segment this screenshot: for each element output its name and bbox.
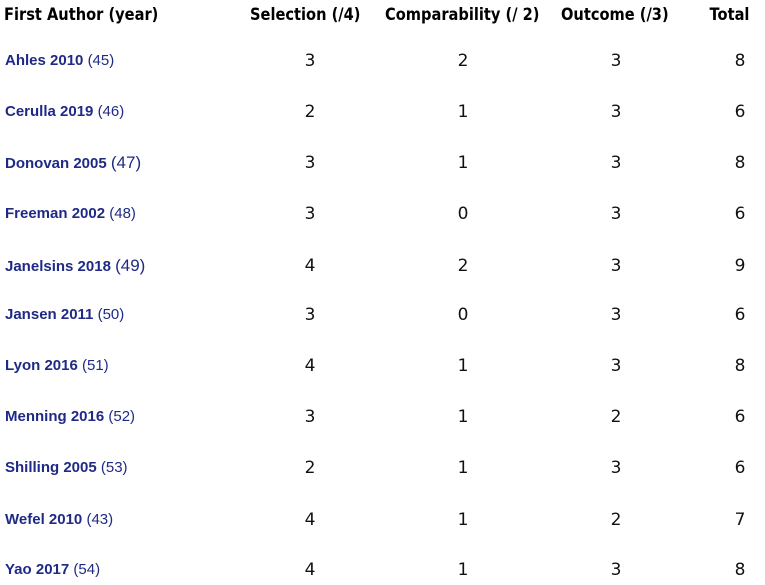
comparability-score: 1 bbox=[457, 102, 469, 122]
total-score: 6 bbox=[734, 305, 746, 325]
author-name: Freeman 2002 bbox=[5, 205, 106, 222]
outcome-score: 2 bbox=[610, 510, 622, 530]
reference-number: (47) bbox=[110, 153, 142, 172]
author-cell: Shilling 2005 (53) bbox=[5, 453, 128, 483]
author-cell: Freeman 2002 (48) bbox=[5, 199, 136, 229]
reference-number: (54) bbox=[73, 561, 101, 578]
outcome-score: 3 bbox=[610, 458, 622, 478]
author-cell: Menning 2016 (52) bbox=[5, 402, 135, 432]
author-name: Wefel 2010 bbox=[5, 511, 83, 528]
comparability-score: 1 bbox=[457, 356, 469, 376]
comparability-score: 1 bbox=[457, 407, 469, 427]
reference-number: (53) bbox=[100, 459, 128, 476]
header-selection: Selection (/4) bbox=[250, 5, 361, 25]
table-row: Freeman 2002 (48) 3 0 3 6 bbox=[0, 199, 765, 229]
outcome-score: 3 bbox=[610, 204, 622, 224]
author-cell: Lyon 2016 (51) bbox=[5, 351, 109, 381]
author-cell: Yao 2017 (54) bbox=[5, 555, 100, 585]
header-first-author: First Author (year) bbox=[4, 5, 159, 25]
selection-score: 4 bbox=[304, 560, 316, 580]
selection-score: 4 bbox=[304, 356, 316, 376]
reference-number: (48) bbox=[109, 205, 136, 222]
reference-number: (43) bbox=[86, 511, 114, 528]
reference-number: (50) bbox=[97, 306, 125, 323]
selection-score: 2 bbox=[304, 102, 316, 122]
comparability-score: 2 bbox=[457, 51, 469, 71]
selection-score: 3 bbox=[304, 153, 316, 173]
author-name: Cerulla 2019 bbox=[5, 103, 94, 120]
total-score: 8 bbox=[734, 51, 746, 71]
comparability-score: 1 bbox=[457, 560, 469, 580]
outcome-score: 3 bbox=[610, 256, 622, 276]
header-outcome: Outcome (/3) bbox=[561, 5, 669, 25]
author-name: Menning 2016 bbox=[5, 408, 105, 425]
author-cell: Wefel 2010 (43) bbox=[5, 505, 113, 535]
table-row: Donovan 2005 (47) 3 1 3 8 bbox=[0, 148, 765, 178]
table-row: Menning 2016 (52) 3 1 2 6 bbox=[0, 402, 765, 432]
reference-number: (52) bbox=[108, 408, 136, 425]
table-row: Janelsins 2018 (49) 4 2 3 9 bbox=[0, 251, 765, 281]
comparability-score: 1 bbox=[457, 510, 469, 530]
outcome-score: 3 bbox=[610, 102, 622, 122]
reference-number: (45) bbox=[87, 52, 115, 69]
reference-number: (51) bbox=[81, 357, 109, 374]
total-score: 6 bbox=[734, 102, 746, 122]
author-cell: Cerulla 2019 (46) bbox=[5, 97, 124, 127]
selection-score: 3 bbox=[304, 204, 316, 224]
author-name: Ahles 2010 bbox=[5, 52, 84, 69]
author-name: Jansen 2011 bbox=[5, 306, 94, 323]
outcome-score: 3 bbox=[610, 305, 622, 325]
table-row: Jansen 2011 (50) 3 0 3 6 bbox=[0, 300, 765, 330]
reference-number: (49) bbox=[115, 256, 146, 275]
total-score: 6 bbox=[734, 458, 746, 478]
total-score: 9 bbox=[734, 256, 746, 276]
author-name: Yao 2017 bbox=[5, 561, 70, 578]
author-cell: Ahles 2010 (45) bbox=[5, 46, 114, 76]
outcome-score: 3 bbox=[610, 51, 622, 71]
author-name: Donovan 2005 bbox=[5, 155, 107, 172]
selection-score: 3 bbox=[304, 407, 316, 427]
selection-score: 2 bbox=[304, 458, 316, 478]
total-score: 8 bbox=[734, 153, 746, 173]
table-row: Lyon 2016 (51) 4 1 3 8 bbox=[0, 351, 765, 381]
selection-score: 4 bbox=[304, 510, 316, 530]
table-row: Shilling 2005 (53) 2 1 3 6 bbox=[0, 453, 765, 483]
table-row: Wefel 2010 (43) 4 1 2 7 bbox=[0, 505, 765, 535]
outcome-score: 3 bbox=[610, 153, 622, 173]
selection-score: 3 bbox=[304, 305, 316, 325]
author-name: Shilling 2005 bbox=[5, 459, 97, 476]
author-name: Janelsins 2018 bbox=[5, 258, 111, 275]
table-row: Yao 2017 (54) 4 1 3 8 bbox=[0, 555, 765, 585]
comparability-score: 2 bbox=[457, 256, 469, 276]
total-score: 6 bbox=[734, 407, 746, 427]
outcome-score: 3 bbox=[610, 356, 622, 376]
selection-score: 3 bbox=[304, 51, 316, 71]
author-name: Lyon 2016 bbox=[5, 357, 78, 374]
comparability-score: 0 bbox=[457, 305, 469, 325]
reference-number: (46) bbox=[97, 103, 125, 120]
author-cell: Janelsins 2018 (49) bbox=[5, 251, 145, 281]
comparability-score: 0 bbox=[457, 204, 469, 224]
total-score: 7 bbox=[734, 510, 746, 530]
total-score: 8 bbox=[734, 356, 746, 376]
total-score: 6 bbox=[734, 204, 746, 224]
selection-score: 4 bbox=[304, 256, 316, 276]
outcome-score: 3 bbox=[610, 560, 622, 580]
author-cell: Donovan 2005 (47) bbox=[5, 148, 141, 178]
comparability-score: 1 bbox=[457, 153, 469, 173]
comparability-score: 1 bbox=[457, 458, 469, 478]
outcome-score: 2 bbox=[610, 407, 622, 427]
total-score: 8 bbox=[734, 560, 746, 580]
table-row: Ahles 2010 (45) 3 2 3 8 bbox=[0, 46, 765, 76]
table-row: Cerulla 2019 (46) 2 1 3 6 bbox=[0, 97, 765, 127]
header-total: Total bbox=[709, 5, 749, 25]
header-comparability: Comparability (/ 2) bbox=[385, 5, 540, 25]
author-cell: Jansen 2011 (50) bbox=[5, 300, 124, 330]
